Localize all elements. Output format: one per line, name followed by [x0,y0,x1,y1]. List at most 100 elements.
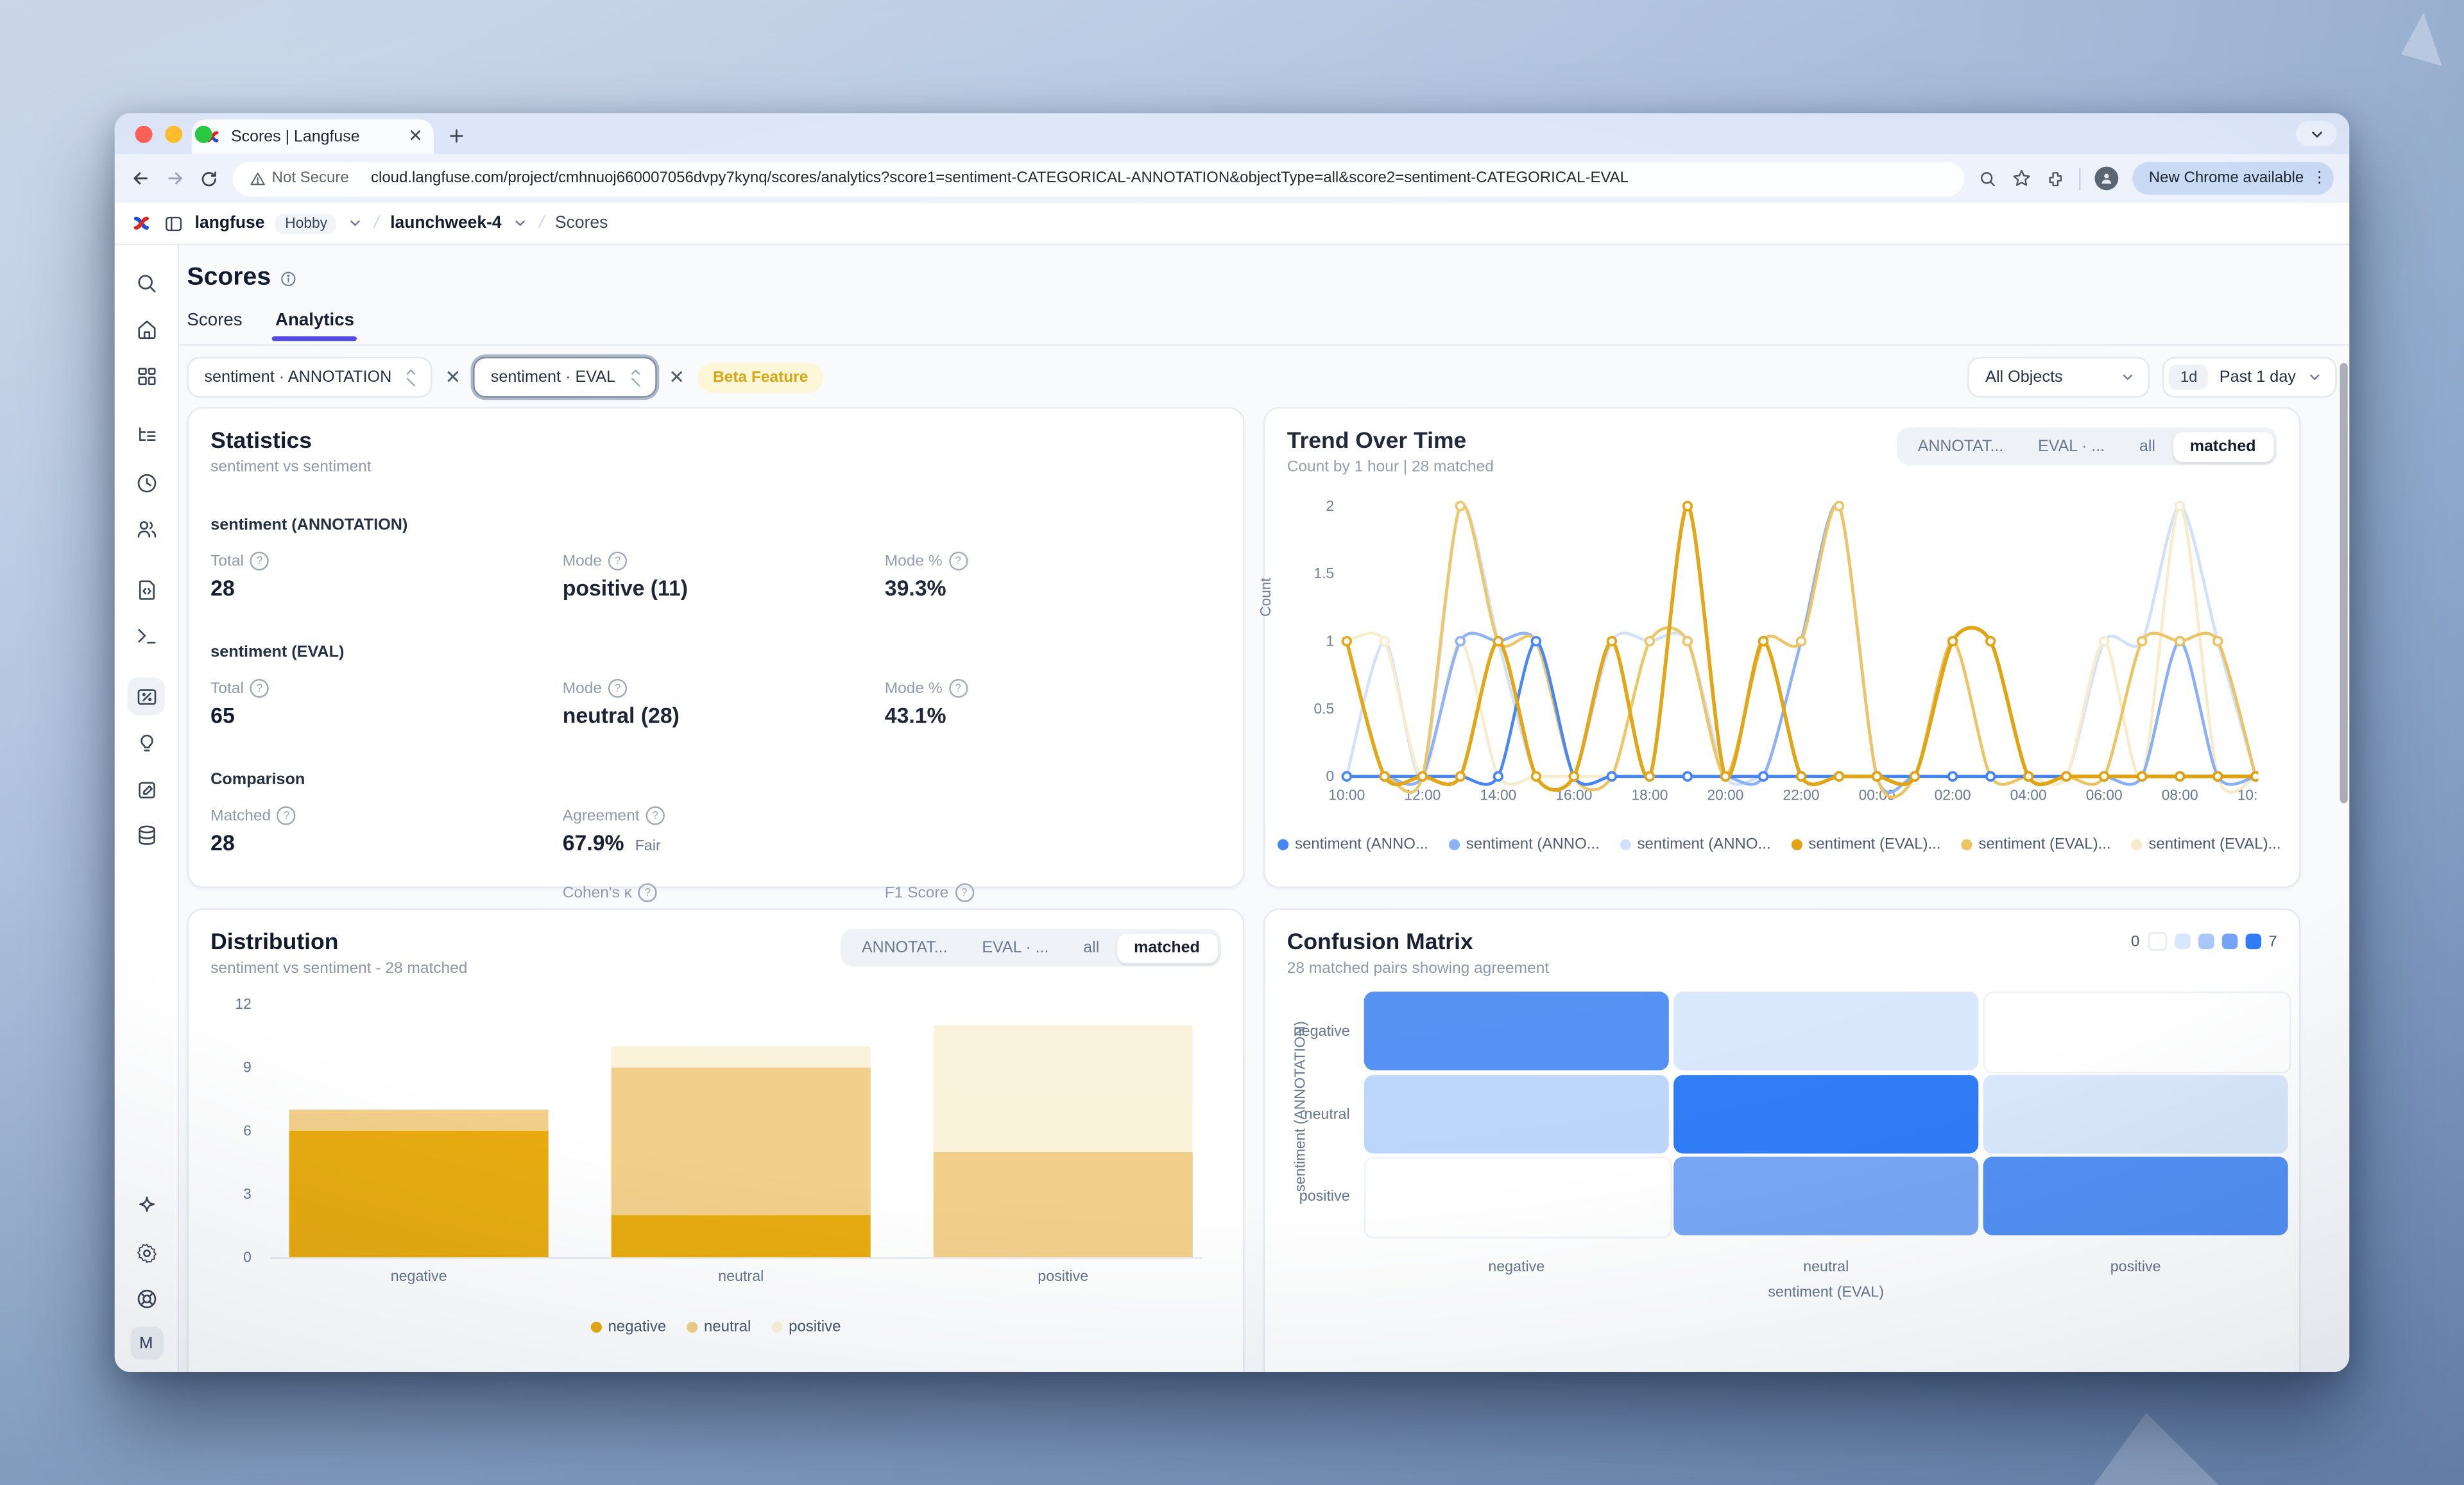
svg-text:02:00: 02:00 [1935,787,1971,803]
reload-icon[interactable] [200,169,218,187]
help-icon[interactable]: ? [638,883,658,902]
settings-gear-icon[interactable] [127,1233,165,1271]
confusion-cell-negative-negative[interactable] [1364,991,1669,1070]
remove-score1-icon[interactable]: ✕ [445,366,461,388]
toggle-annotat-[interactable]: ANNOTAT... [861,939,948,957]
statistics-subtitle: sentiment vs sentiment [210,459,372,477]
dashboard-icon[interactable] [127,357,165,395]
evaluation-lightbulb-icon[interactable] [127,724,165,762]
confusion-cell-neutral-neutral[interactable] [1673,1074,1979,1153]
help-icon[interactable]: ? [948,678,968,698]
scores-percent-icon[interactable] [127,677,166,716]
metric-value: 43.1% [884,704,946,728]
toggle-annotat-[interactable]: ANNOTAT... [1917,438,2004,455]
sessions-clock-icon[interactable] [127,463,165,501]
minimize-window-button[interactable] [165,125,183,143]
extensions-icon[interactable] [2047,169,2066,187]
zoom-icon[interactable] [1979,169,1998,187]
info-icon[interactable] [280,270,298,287]
url-bar[interactable]: Not Secure cloud.langfuse.com/project/cm… [232,161,1965,196]
breadcrumb-org[interactable]: langfuse [194,214,265,233]
tracing-icon[interactable] [127,417,165,455]
not-secure-badge[interactable]: Not Secure [237,165,362,192]
search-icon[interactable] [127,264,165,302]
page-scrollbar[interactable] [2340,363,2348,803]
remove-score2-icon[interactable]: ✕ [669,366,685,388]
back-icon[interactable] [130,168,151,189]
prompts-file-code-icon[interactable] [127,571,165,608]
new-tab-button[interactable] [440,119,472,151]
help-icon[interactable]: ? [250,551,270,571]
toggle-all[interactable]: all [2139,438,2156,455]
score1-select[interactable]: sentiment · ANNOTATION [187,356,432,398]
statistics-card: Statistics sentiment vs sentiment sentim… [187,407,1245,932]
toggle-eval-[interactable]: EVAL · ... [2038,438,2105,455]
toggle-matched[interactable]: matched [2172,431,2273,461]
maximize-window-button[interactable] [194,125,212,143]
scale-min: 0 [2131,932,2140,950]
help-icon[interactable]: ? [277,806,296,825]
confusion-row-label: neutral [1304,1105,1350,1123]
help-icon[interactable]: ? [954,883,974,902]
object-filter-value: All Objects [1985,368,2063,386]
langfuse-app: langfuse Hobby / launchweek-4 / Scores M [114,202,2350,1372]
scale-max: 7 [2268,932,2277,950]
browser-tab[interactable]: Scores | Langfuse ✕ [191,119,434,155]
help-icon[interactable]: ? [608,678,628,698]
forward-icon[interactable] [165,168,185,189]
ask-ai-sparkle-icon[interactable] [127,1187,165,1225]
tab-analytics[interactable]: Analytics [272,311,358,341]
update-chrome-label: New Chrome available [2148,169,2304,187]
tab-scores[interactable]: Scores [187,311,243,330]
sidebar-toggle-icon[interactable] [164,213,184,234]
playground-terminal-icon[interactable] [127,617,165,655]
browser-tabstrip: Scores | Langfuse ✕ [114,113,2350,155]
range-label: Past 1 day [2219,368,2296,386]
confusion-cell-neutral-positive[interactable] [1983,1074,2288,1153]
bookmark-star-icon[interactable] [2012,168,2033,189]
toggle-matched[interactable]: matched [1116,932,1217,963]
langfuse-logo [130,212,152,234]
tab-close-icon[interactable]: ✕ [408,126,423,146]
support-lifebuoy-icon[interactable] [127,1280,165,1318]
toggle-all[interactable]: all [1083,939,1100,957]
svg-text:18:00: 18:00 [1631,787,1668,803]
confusion-cell-negative-positive[interactable] [1983,991,2291,1074]
score2-select[interactable]: sentiment · EVAL [473,356,656,398]
window-controls[interactable] [135,125,212,143]
profile-avatar[interactable] [2095,166,2119,191]
help-icon[interactable]: ? [646,806,665,825]
tabs-divider [179,343,2350,345]
chrome-menu-icon[interactable]: ⋮ [2311,169,2327,187]
date-range-select[interactable]: 1d Past 1 day [2162,356,2337,398]
legend-item: sentiment (ANNO... [1620,836,1771,854]
trend-line-chart: 0 0.5 1 1.5 2 10:00 12:00 14:00 16:00 18:00 20:00 2… [1314,497,2259,803]
help-icon[interactable]: ? [250,678,270,698]
scale-swatch [2147,932,2167,951]
object-filter-select[interactable]: All Objects [1968,356,2151,398]
update-chrome-button[interactable]: New Chrome available ⋮ [2133,162,2334,195]
confusion-cell-positive-positive[interactable] [1983,1156,2288,1235]
help-icon[interactable]: ? [948,551,968,571]
confusion-row-label: negative [1293,1023,1350,1041]
close-window-button[interactable] [135,125,153,143]
confusion-cell-positive-negative[interactable] [1364,1156,1672,1239]
url-text: cloud.langfuse.com/project/cmhnuoj660007… [370,169,1629,187]
help-icon[interactable]: ? [608,551,628,571]
toggle-eval-[interactable]: EVAL · ... [982,939,1049,957]
home-icon[interactable] [127,311,165,348]
browser-toolbar: Not Secure cloud.langfuse.com/project/cm… [114,154,2350,203]
breadcrumb-project[interactable]: launchweek-4 [390,214,502,233]
confusion-cell-negative-neutral[interactable] [1673,991,1979,1070]
confusion-cell-neutral-negative[interactable] [1364,1074,1669,1153]
annotation-clipboard-icon[interactable] [127,770,165,808]
tab-search-button[interactable] [2295,121,2337,146]
datasets-database-icon[interactable] [127,816,165,854]
chevron-down-icon[interactable] [513,216,528,231]
users-icon[interactable] [127,510,165,548]
trend-subtitle: Count by 1 hour | 28 matched [1287,459,1494,477]
confusion-cell-positive-neutral[interactable] [1673,1156,1979,1235]
svg-text:00:00: 00:00 [1859,787,1895,803]
chevron-down-icon[interactable] [348,216,363,231]
user-avatar[interactable]: M [130,1326,163,1360]
